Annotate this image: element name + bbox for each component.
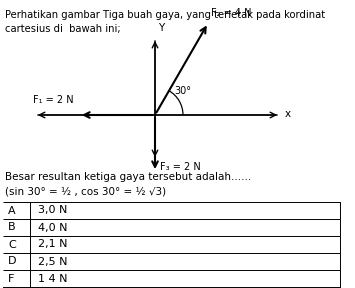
Text: 30°: 30° (175, 86, 192, 96)
Text: A: A (8, 206, 16, 215)
Text: F₂ = 4 N: F₂ = 4 N (211, 8, 252, 18)
Text: Besar resultan ketiga gaya tersebut adalah......: Besar resultan ketiga gaya tersebut adal… (5, 172, 251, 182)
Text: F₃ = 2 N: F₃ = 2 N (160, 162, 201, 172)
Text: Y: Y (158, 23, 164, 33)
Text: 2,1 N: 2,1 N (38, 240, 67, 249)
Text: C: C (8, 240, 16, 249)
Text: Perhatikan gambar Tiga buah gaya, yang terletak pada kordinat: Perhatikan gambar Tiga buah gaya, yang t… (5, 10, 325, 20)
Text: 4,0 N: 4,0 N (38, 223, 67, 232)
Text: F: F (8, 274, 14, 283)
Text: cartesius di  bawah ini;: cartesius di bawah ini; (5, 24, 121, 34)
Text: 1 4 N: 1 4 N (38, 274, 67, 283)
Text: 3,0 N: 3,0 N (38, 206, 67, 215)
Text: (sin 30° = ½ , cos 30° = ½ √3): (sin 30° = ½ , cos 30° = ½ √3) (5, 186, 166, 196)
Text: x: x (285, 109, 291, 119)
Text: 2,5 N: 2,5 N (38, 257, 67, 266)
Text: D: D (8, 257, 16, 266)
Text: F₁ = 2 N: F₁ = 2 N (33, 95, 74, 105)
Text: B: B (8, 223, 16, 232)
